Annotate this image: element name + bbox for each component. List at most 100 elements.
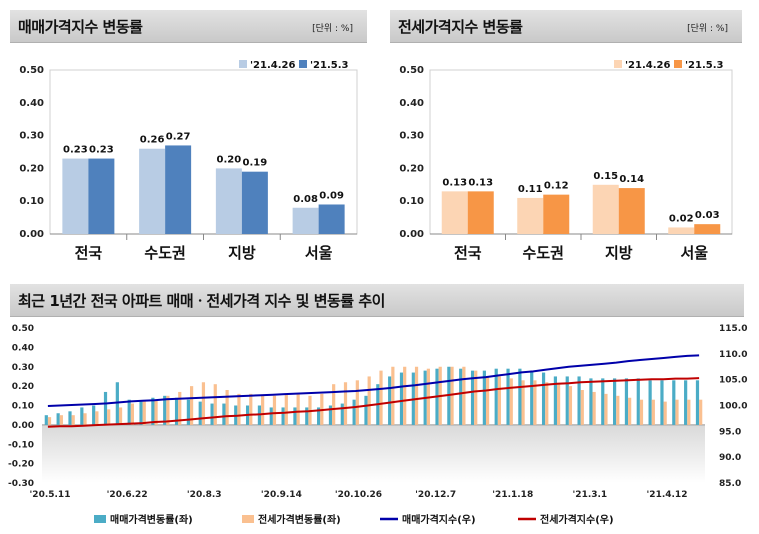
trend-bar xyxy=(92,405,96,425)
sales-bar xyxy=(318,204,345,234)
trend-index-line xyxy=(47,377,700,428)
trend-x-tick-label: '21.1.18 xyxy=(492,490,533,500)
trend-bar xyxy=(343,382,348,425)
trend-bar xyxy=(139,401,143,425)
sales-data-label: 0.26 xyxy=(140,135,165,146)
jeonse-data-label: 0.13 xyxy=(468,177,493,188)
trend-left-tick-label: 0.00 xyxy=(12,421,34,431)
trend-bar xyxy=(201,382,206,425)
trend-bar xyxy=(672,380,676,425)
trend-bar xyxy=(317,407,321,425)
trend-bar xyxy=(142,401,146,425)
trend-bar xyxy=(518,368,522,425)
jeonse-y-tick-label: 0.10 xyxy=(399,196,424,207)
trend-legend-swatch xyxy=(242,515,254,523)
trend-bar xyxy=(624,378,629,425)
trend-bar xyxy=(648,380,652,425)
trend-x-tick-label: '20.5.11 xyxy=(30,490,71,500)
jeonse-bar xyxy=(592,184,619,234)
sales-bar xyxy=(215,168,242,234)
sales-y-tick-label: 0.50 xyxy=(19,65,44,76)
trend-bar xyxy=(151,397,155,425)
trend-legend-label: 매매가격변동률(좌) xyxy=(110,513,193,526)
trend-right-tick-label: 105.0 xyxy=(719,376,747,386)
jeonse-bar xyxy=(668,227,695,234)
trend-bar xyxy=(305,407,309,425)
trend-bar xyxy=(332,384,336,425)
trend-bar xyxy=(639,399,644,425)
trend-bar xyxy=(115,382,119,425)
sales-y-tick-label: 0.30 xyxy=(19,131,44,142)
trend-bar xyxy=(154,399,158,425)
trend-bar xyxy=(281,407,285,425)
jeonse-legend-label: '21.5.3 xyxy=(685,60,724,71)
trend-bar xyxy=(130,403,134,425)
trend-left-tick-label: -0.30 xyxy=(8,479,34,489)
trend-index-line xyxy=(47,354,700,407)
trend-legend-swatch xyxy=(94,515,106,523)
sales-data-label: 0.08 xyxy=(293,194,318,205)
trend-bar xyxy=(494,368,498,425)
jeonse-panel-title: 전세가격지수 변동률 xyxy=(398,18,523,36)
trend-bar xyxy=(450,366,454,425)
trend-bar xyxy=(178,391,182,425)
trend-bar xyxy=(213,384,217,425)
trend-x-tick-label: '20.12.7 xyxy=(415,490,456,500)
sales-data-label: 0.20 xyxy=(217,154,242,165)
trend-bar xyxy=(541,372,546,425)
jeonse-bar xyxy=(694,224,721,234)
trend-bar xyxy=(364,395,368,425)
trend-x-tick-label: '20.9.14 xyxy=(261,490,302,500)
trend-bar xyxy=(485,376,490,425)
trend-bar xyxy=(198,401,202,425)
sales-legend-label: '21.5.3 xyxy=(310,60,349,71)
sales-panel-header: 매매가격지수 변동률 [단위 : %] xyxy=(10,10,367,43)
sales-legend-swatch xyxy=(299,60,307,68)
trend-bar xyxy=(225,390,229,425)
trend-right-tick-label: 90.0 xyxy=(719,453,741,463)
trend-bar xyxy=(651,399,655,425)
jeonse-data-label: 0.13 xyxy=(442,177,467,188)
jeonse-y-tick-label: 0.00 xyxy=(399,229,424,240)
jeonse-panel-unit: [단위 : %] xyxy=(687,24,728,34)
trend-bar xyxy=(470,370,475,425)
trend-bar xyxy=(47,417,52,425)
sales-data-label: 0.23 xyxy=(89,145,114,156)
jeonse-y-tick-label: 0.30 xyxy=(399,131,424,142)
sales-legend-swatch xyxy=(239,60,247,68)
trend-bar xyxy=(497,376,502,425)
jeonse-bar xyxy=(467,191,494,234)
trend-bar xyxy=(95,411,99,425)
trend-bar xyxy=(592,391,596,425)
trend-bar xyxy=(506,368,510,425)
trend-bar xyxy=(577,376,581,425)
jeonse-data-label: 0.12 xyxy=(544,181,569,192)
trend-bar xyxy=(675,399,679,425)
trend-bar xyxy=(68,411,72,425)
trend-bar xyxy=(459,368,463,425)
jeonse-data-label: 0.14 xyxy=(619,174,644,185)
trend-bar xyxy=(163,395,167,425)
jeonse-panel-header: 전세가격지수 변동률 [단위 : %] xyxy=(390,10,742,43)
trend-x-tick-label: '20.6.22 xyxy=(107,490,148,500)
trend-right-tick-label: 110.0 xyxy=(719,350,747,360)
trend-bar xyxy=(328,405,333,425)
trend-bar xyxy=(660,380,664,425)
jeonse-category-label: 서울 xyxy=(680,244,708,262)
sales-category-label: 전국 xyxy=(75,244,103,262)
trend-left-tick-label: 0.10 xyxy=(12,402,34,412)
trend-bar xyxy=(261,395,265,425)
sales-data-label: 0.19 xyxy=(243,158,268,169)
jeonse-bar xyxy=(543,194,570,234)
sales-category-label: 수도권 xyxy=(144,244,185,262)
jeonse-y-tick-label: 0.50 xyxy=(399,65,424,76)
jeonse-legend-label: '21.4.26 xyxy=(625,60,670,71)
trend-bar xyxy=(107,409,111,425)
sales-y-tick-label: 0.00 xyxy=(19,229,44,240)
trend-bar xyxy=(340,403,344,425)
trend-bar xyxy=(568,386,573,425)
trend-bar xyxy=(56,413,60,425)
trend-legend-label: 전세가격변동률(좌) xyxy=(258,513,341,526)
trend-bar xyxy=(296,393,300,425)
